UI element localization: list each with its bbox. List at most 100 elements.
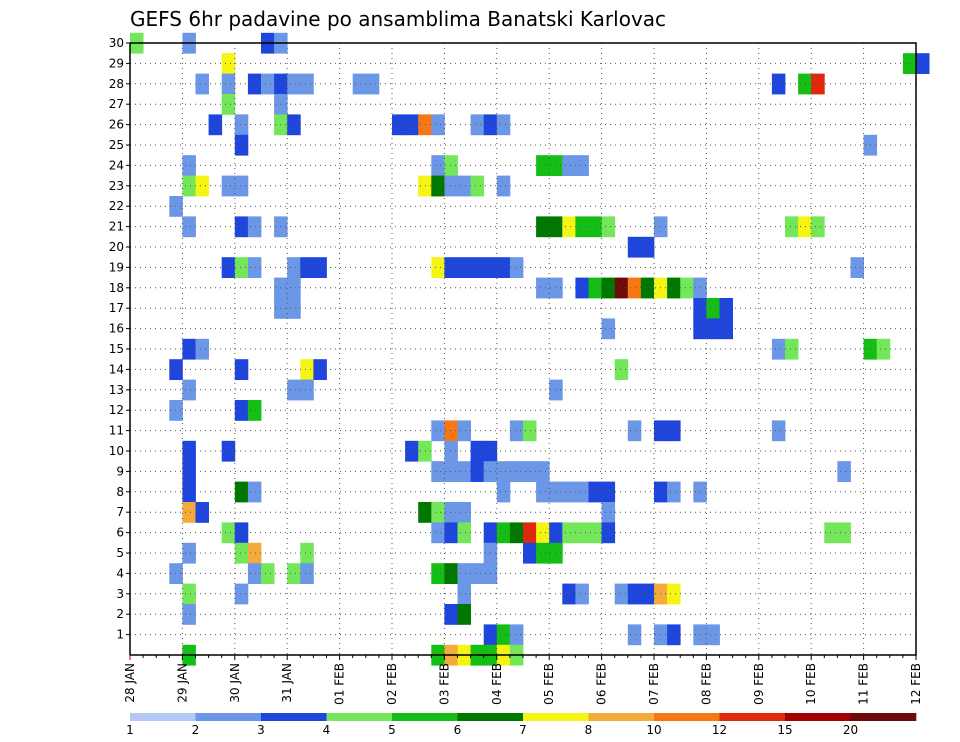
legend-swatch xyxy=(195,713,262,721)
heatmap-cell xyxy=(523,420,537,442)
heatmap-cell xyxy=(457,563,471,584)
heatmap-cell xyxy=(798,216,812,238)
heatmap-cell xyxy=(431,522,445,544)
heatmap-cell xyxy=(536,481,550,503)
y-tick-label: 30 xyxy=(109,36,124,50)
heatmap-cell xyxy=(509,420,524,442)
y-tick-label: 12 xyxy=(109,403,124,417)
y-tick-label: 16 xyxy=(109,322,124,336)
heatmap-cell xyxy=(300,73,314,95)
heatmap-cell xyxy=(509,522,524,544)
heatmap-cell xyxy=(457,583,471,605)
y-tick-label: 18 xyxy=(109,281,124,295)
legend-label: 1 xyxy=(126,723,134,737)
heatmap-cell xyxy=(247,216,262,238)
legend-label: 6 xyxy=(454,723,462,737)
heatmap-cell xyxy=(234,522,249,544)
heatmap-cell xyxy=(431,114,445,136)
y-tick-label: 5 xyxy=(116,546,124,560)
heatmap-cell xyxy=(300,542,314,564)
heatmap-cell xyxy=(457,420,471,442)
heatmap-cell xyxy=(496,257,511,278)
heatmap-cell xyxy=(798,73,812,95)
x-tick-label: 04 FEB xyxy=(490,663,504,705)
heatmap-cell xyxy=(771,338,786,360)
legend-swatch xyxy=(850,713,917,721)
x-axis-ticks: 28 JAN 29 JAN 30 JAN 31 JAN 01 FEB 02 FEB 03 F… xyxy=(123,655,923,705)
heatmap-cell xyxy=(405,440,419,462)
heatmap-cell xyxy=(562,481,576,503)
y-tick-label: 22 xyxy=(109,199,124,213)
legend-label: 3 xyxy=(257,723,265,737)
heatmap-cell xyxy=(444,440,458,462)
heatmap-cell xyxy=(536,155,550,176)
heatmap-cell xyxy=(431,563,445,584)
heatmap-cell xyxy=(418,114,432,136)
heatmap-cell xyxy=(234,216,249,238)
heatmap-cell xyxy=(457,461,471,482)
heatmap-cell xyxy=(916,53,930,74)
heatmap-cell xyxy=(496,175,511,197)
x-tick-label: 10 FEB xyxy=(804,663,818,705)
legend-label: 2 xyxy=(192,723,200,737)
legend-label: 4 xyxy=(323,723,331,737)
heatmap-cell xyxy=(444,420,458,442)
heatmap-cell xyxy=(509,257,524,278)
heatmap-cell xyxy=(640,583,655,605)
heatmap-cell xyxy=(457,257,471,278)
heatmap-cell xyxy=(234,542,249,564)
heatmap-cell xyxy=(169,400,183,421)
heatmap-cell xyxy=(287,277,301,299)
heatmap-cell xyxy=(470,257,485,278)
x-tick-label: 07 FEB xyxy=(647,663,661,705)
heatmap-cell xyxy=(182,461,196,482)
heatmap-cell xyxy=(824,522,838,544)
y-tick-label: 10 xyxy=(109,444,124,458)
heatmap-cell xyxy=(470,114,485,136)
y-tick-label: 6 xyxy=(116,526,124,540)
x-tick-label: 05 FEB xyxy=(542,663,556,705)
heatmap-cell xyxy=(614,359,629,380)
heatmap-cell xyxy=(523,522,537,544)
heatmap-cell xyxy=(680,277,694,299)
legend-swatch xyxy=(785,713,851,721)
heatmap-cell xyxy=(667,481,681,503)
heatmap-cell xyxy=(444,563,458,584)
y-tick-label: 3 xyxy=(116,587,124,601)
heatmap-cell xyxy=(496,522,511,544)
y-tick-label: 8 xyxy=(116,485,124,499)
heatmap-cell xyxy=(811,73,825,95)
heatmap-cell xyxy=(287,257,301,278)
heatmap-cell xyxy=(247,542,262,564)
heatmap-cell xyxy=(182,604,196,625)
heatmap-cell xyxy=(195,73,209,95)
heatmap-cell xyxy=(234,359,249,380)
heatmap-cell xyxy=(182,175,196,197)
heatmap-cell xyxy=(182,379,196,401)
legend-swatch xyxy=(654,713,720,721)
heatmap-cell xyxy=(706,298,720,319)
y-tick-label: 28 xyxy=(109,77,124,91)
heatmap-cell xyxy=(300,359,314,380)
heatmap-cell xyxy=(182,440,196,462)
heatmap-cell xyxy=(444,461,458,482)
grid-lines xyxy=(130,42,916,655)
heatmap-cell xyxy=(627,583,642,605)
heatmap-cell xyxy=(261,563,275,584)
heatmap-cell xyxy=(234,257,249,278)
heatmap-cell xyxy=(287,114,301,136)
heatmap-cell xyxy=(457,522,471,544)
x-tick-label: 30 JAN xyxy=(228,663,242,703)
heatmap-cell xyxy=(902,53,917,74)
heatmap-cell xyxy=(431,420,445,442)
heatmap-cell xyxy=(640,236,655,258)
heatmap-cell xyxy=(234,481,249,503)
heatmap-cell xyxy=(431,461,445,482)
heatmap-cell xyxy=(221,73,236,95)
legend-swatch xyxy=(392,713,458,721)
heatmap-cell xyxy=(234,134,249,156)
x-tick-label: 01 FEB xyxy=(333,663,347,705)
legend-label: 10 xyxy=(646,723,661,737)
y-axis-ticks: 1234567891011121314151617181920212223242… xyxy=(109,36,130,642)
